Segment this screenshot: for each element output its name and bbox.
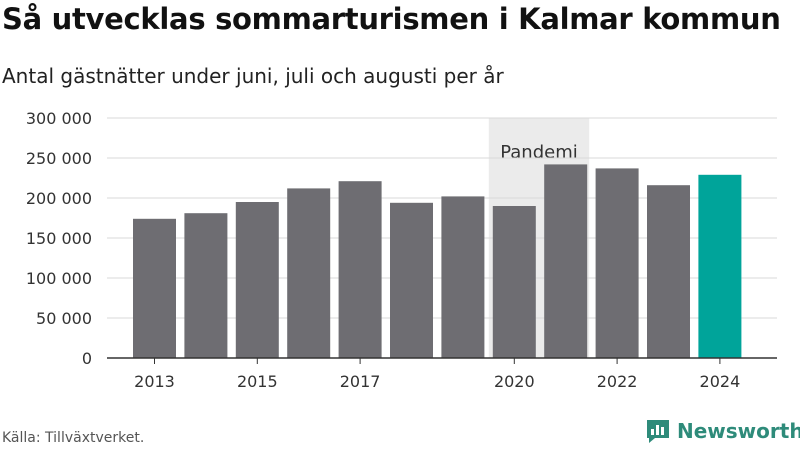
bar-2017 [338,181,382,358]
bar-chart-logo-icon [647,420,669,443]
bar-2022 [595,168,639,358]
bar-2024 [698,174,742,358]
chart-title: Så utvecklas sommarturismen i Kalmar kom… [2,2,781,36]
x-tick-label: 2020 [494,372,535,391]
y-tick-label: 200 000 [26,189,92,208]
bar-2016 [287,188,331,358]
pandemic-label: Pandemi [500,142,578,163]
x-tick-label: 2022 [597,372,638,391]
y-tick-label: 150 000 [26,229,92,248]
y-tick-label: 100 000 [26,269,92,288]
bar-2018 [390,202,433,358]
y-tick-label: 50 000 [36,309,92,328]
y-tick-label: 300 000 [26,109,92,128]
chart-subtitle: Antal gästnätter under juni, juli och au… [2,64,504,88]
y-tick-label: 250 000 [26,149,92,168]
brand-logo: Newsworthy [645,418,800,444]
y-tick-label: 0 [82,349,92,368]
x-tick-label: 2024 [700,372,741,391]
x-tick-label: 2015 [237,372,278,391]
brand-name: Newsworthy [677,419,800,443]
bar-2014 [184,213,228,358]
x-tick-label: 2013 [134,372,175,391]
x-tick-label: 2017 [340,372,381,391]
bar-2023 [647,185,690,358]
bar-2019 [441,196,485,358]
bar-2020 [492,206,536,358]
bar-2013 [133,218,176,358]
bar-chart: Pandemi 0 50 000 100 000 150 000 200 000 250 … [26,109,777,391]
bar-2021 [544,164,588,358]
bar-2015 [235,202,279,358]
source-note: Källa: Tillväxtverket. [2,430,145,446]
